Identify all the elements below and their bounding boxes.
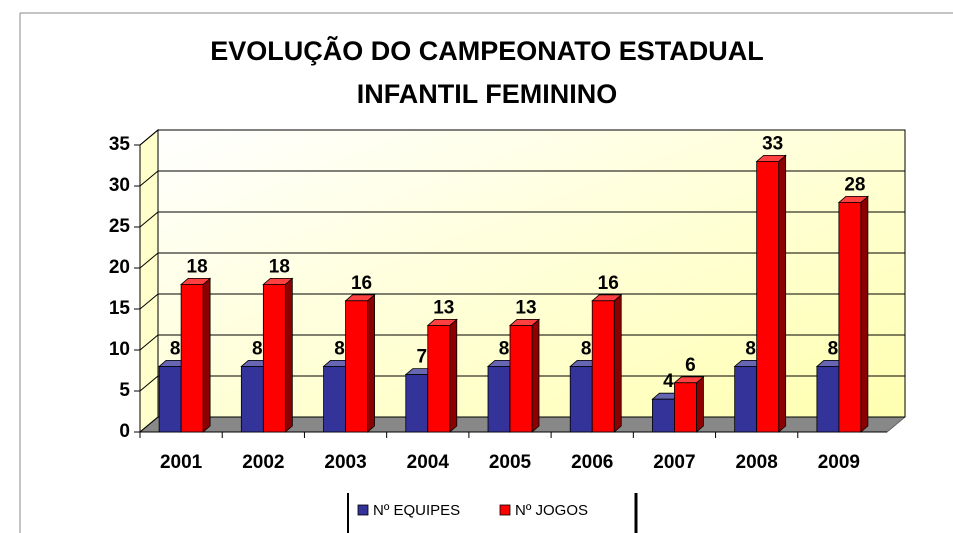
value-label: 8	[170, 338, 181, 359]
y-tick-label: 35	[109, 134, 131, 155]
value-label: 33	[762, 133, 783, 154]
x-tick-label: 2004	[407, 452, 450, 473]
value-label: 4	[663, 371, 674, 392]
bar	[674, 382, 697, 433]
bar-side	[696, 375, 704, 433]
bar-side	[449, 318, 458, 433]
chart-title: INFANTIL FEMININO	[357, 79, 618, 109]
value-label: 7	[416, 347, 427, 368]
value-label: 28	[844, 174, 865, 195]
y-tick-label: 15	[109, 298, 131, 319]
value-label: 16	[351, 273, 372, 294]
grid-line	[139, 252, 905, 269]
bar	[427, 324, 451, 433]
bar	[652, 398, 675, 433]
value-label: 8	[334, 338, 345, 359]
legend-label: Nº JOGOS	[515, 502, 588, 519]
bar	[838, 201, 862, 433]
bar	[569, 365, 593, 433]
y-tick-label: 30	[109, 175, 130, 196]
bar	[509, 324, 533, 433]
bar-side	[613, 293, 622, 433]
plot-area: 0 5 10 15 20 25 30 35 2001 8 18 2002 8 18 2003 8 16 2004 7…	[109, 128, 907, 473]
value-label: 6	[685, 355, 696, 376]
bar-side	[860, 195, 869, 433]
x-tick-label: 2002	[242, 452, 284, 473]
grid-line	[139, 211, 905, 228]
bar	[158, 365, 182, 433]
chart-title: EVOLUÇÃO DO CAMPEONATO ESTADUAL	[210, 35, 764, 66]
y-tick-label: 20	[109, 257, 130, 278]
bar-side	[202, 277, 211, 433]
value-label: 8	[828, 338, 839, 359]
bar-side	[367, 293, 375, 433]
grid-line	[139, 375, 905, 392]
bar	[591, 300, 615, 433]
x-tick-label: 2008	[736, 452, 778, 473]
x-tick-label: 2005	[489, 452, 532, 473]
grid-line	[139, 293, 905, 310]
x-tick-label: 2003	[324, 452, 366, 473]
x-tick-label: 2006	[571, 452, 613, 473]
value-label: 8	[745, 338, 756, 359]
grid-line	[139, 334, 905, 351]
bar	[756, 160, 780, 433]
value-label: 18	[187, 256, 208, 277]
bar	[262, 283, 286, 433]
side-wall	[139, 128, 159, 434]
y-tick-label: 25	[109, 216, 131, 237]
value-label: 18	[269, 256, 290, 277]
bar	[816, 365, 840, 433]
y-tick-label: 0	[119, 421, 130, 442]
value-label: 13	[515, 297, 536, 318]
grid-line	[139, 129, 905, 146]
legend: Nº EQUIPES Nº JOGOS	[347, 493, 638, 533]
y-tick-label: 5	[119, 380, 130, 401]
value-label: 8	[252, 338, 263, 359]
value-label: 8	[581, 338, 592, 359]
grid-line	[139, 170, 905, 187]
legend-swatch	[499, 504, 511, 516]
bar-side	[284, 277, 293, 433]
x-tick-label: 2001	[160, 452, 203, 473]
bar	[323, 365, 346, 433]
value-label: 13	[433, 297, 454, 318]
value-label: 16	[598, 273, 619, 294]
legend-box	[348, 493, 636, 529]
y-tick-label: 10	[109, 339, 130, 360]
bar-side	[531, 318, 540, 433]
bar	[487, 365, 511, 433]
x-tick-label: 2007	[653, 452, 695, 473]
legend-label: Nº EQUIPES	[373, 502, 460, 519]
bar	[180, 283, 204, 433]
x-tick-label: 2009	[818, 452, 860, 473]
bar	[405, 374, 429, 433]
bar	[240, 365, 264, 433]
bar-side	[778, 154, 787, 433]
value-label: 8	[499, 338, 510, 359]
bar	[734, 365, 758, 433]
legend-swatch	[357, 504, 369, 516]
bar	[345, 300, 368, 433]
